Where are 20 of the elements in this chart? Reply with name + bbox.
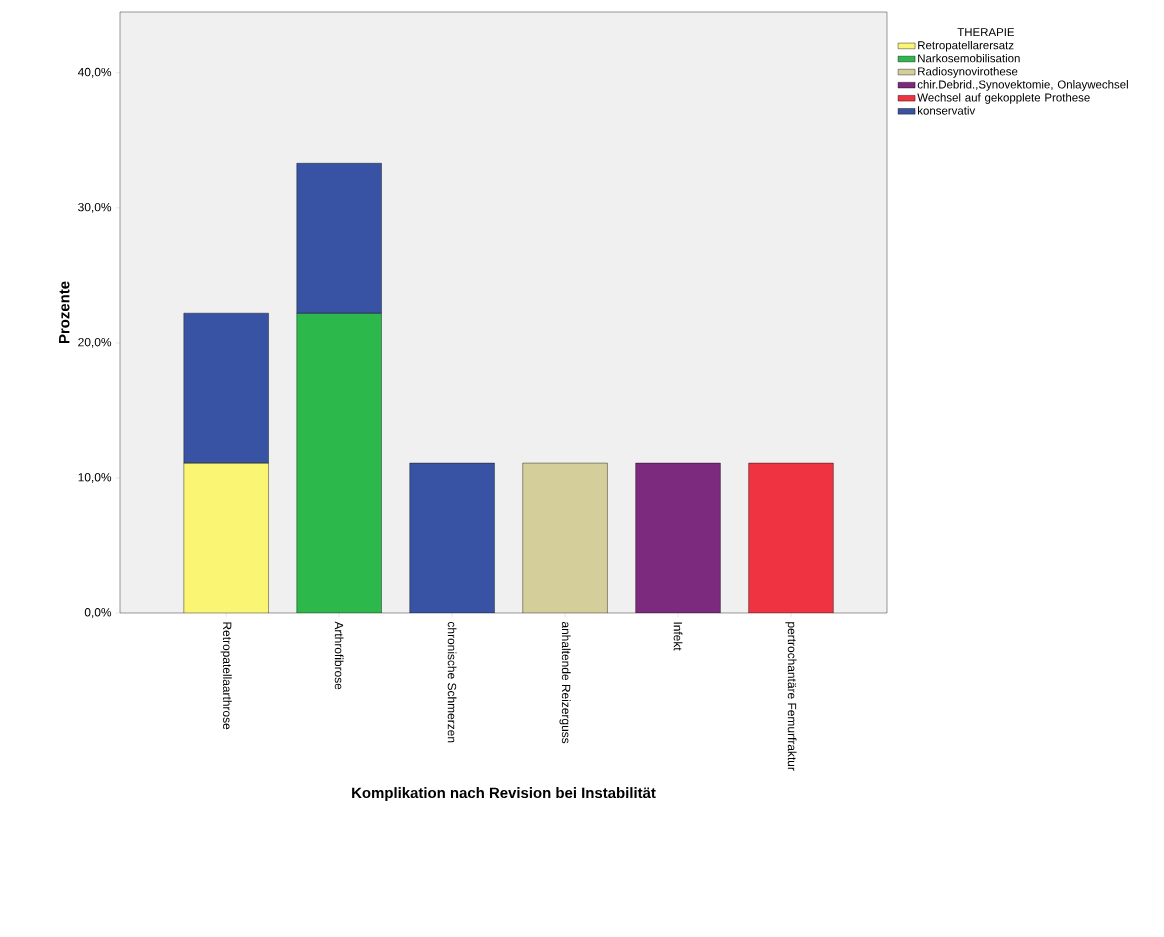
x-tick-label: pertrochantäre Femurfraktur: [785, 622, 797, 771]
x-axis-title: Komplikation nach Revision bei Instabilität: [352, 787, 656, 802]
legend-title: THERAPIE: [957, 28, 1015, 37]
legend-label: Retropatellarersatz: [918, 40, 1014, 52]
y-tick-label: 0,0%: [84, 608, 112, 618]
legend-label: Narkosemobilisation: [918, 53, 1020, 63]
x-tick-label: Arthrofibrose: [334, 621, 344, 690]
x-tick-label: Retropatellaarthrose: [220, 622, 232, 730]
y-tick-label: 20,0%: [78, 337, 112, 348]
y-axis-title: Prozente: [59, 281, 70, 344]
y-tick-label: 40,0%: [77, 67, 112, 78]
x-tick-label: chronische Schmerzen: [447, 621, 457, 743]
x-tick-label: Infekt: [673, 622, 683, 651]
legend-label: Radiosynovirothese: [918, 67, 1018, 78]
y-tick-label: 10,0%: [78, 473, 112, 483]
legend-label: chir.Debrid.,Synovektomie, Onlaywechsel: [917, 80, 1128, 91]
x-tick-label: anhaltende Reizerguss: [559, 621, 571, 744]
legend-label: Wechsel auf gekopplete Prothese: [917, 93, 1090, 104]
y-tick-label: 30,0%: [78, 202, 112, 213]
legend-label: konservativ: [918, 106, 976, 115]
